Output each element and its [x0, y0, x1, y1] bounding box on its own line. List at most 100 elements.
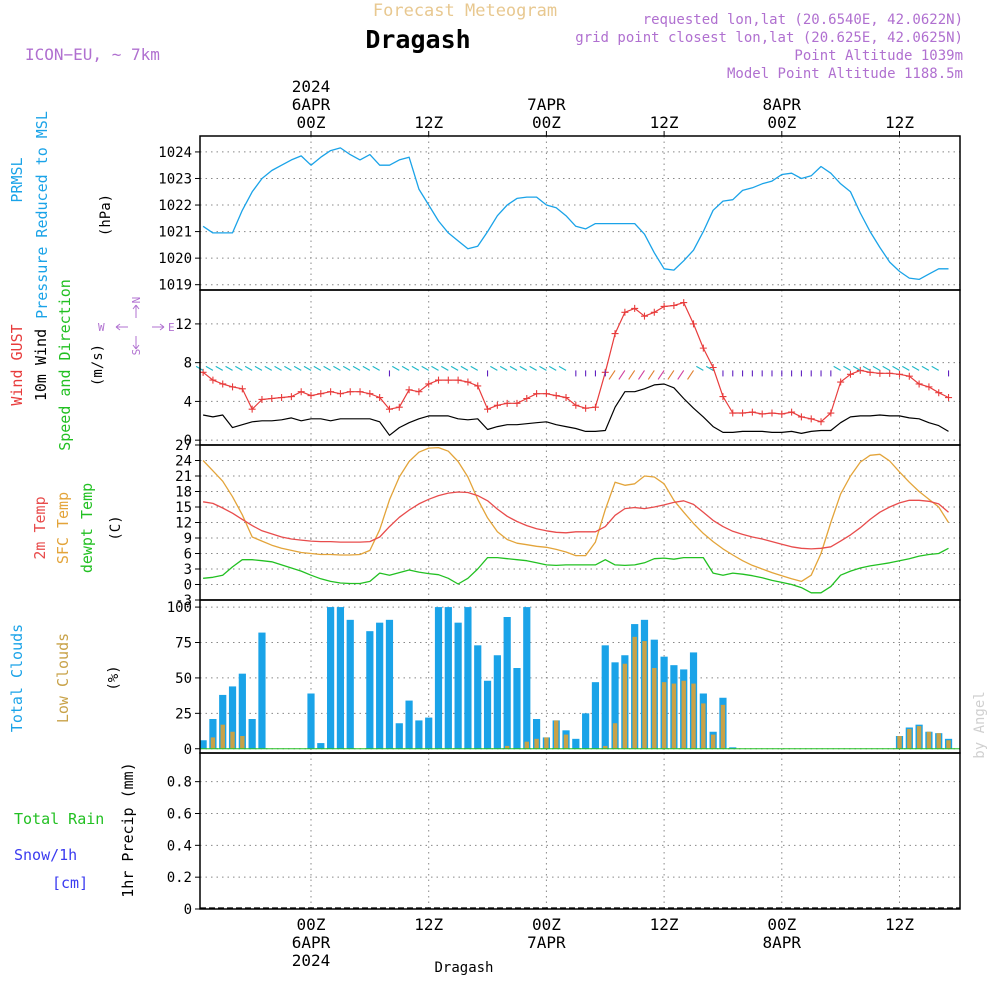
wind-gust-marker: [219, 380, 227, 388]
total-cloud-bar: [248, 719, 256, 749]
wind-gust-marker: [690, 320, 698, 328]
low-cloud-bar: [916, 726, 922, 749]
wind-gust-marker: [278, 394, 286, 402]
wind-gust-marker: [307, 392, 315, 400]
wind-gust-marker: [650, 308, 658, 316]
point-altitude: Point Altitude 1039m: [794, 48, 963, 64]
wind-gust-marker: [484, 405, 492, 413]
total-cloud-bar: [317, 743, 325, 749]
pressure-line: [202, 147, 949, 281]
pressure-ytick-label: 1021: [158, 225, 192, 241]
wind-gust-marker: [317, 390, 325, 398]
wind-direction-arrow: [235, 365, 243, 371]
credit-label: by Angel: [972, 691, 988, 758]
low-cloud-bar: [701, 703, 706, 749]
wind-direction-arrow: [705, 365, 714, 371]
wind-gust-marker: [680, 299, 688, 307]
low-cloud-bar: [210, 737, 216, 749]
requested-coordinates: requested lon,lat (20.6540E, 42.0622N): [643, 12, 963, 28]
compass-e: E: [168, 321, 175, 334]
wind-direction-arrow: [647, 370, 655, 380]
wind-direction-arrow: [628, 370, 636, 380]
wind-gust-marker: [425, 380, 433, 388]
total-cloud-bar: [454, 622, 462, 749]
wind-direction-arrow: [421, 365, 429, 371]
low-cloud-bar: [671, 683, 677, 749]
bottom-axis-line2: 7APR: [527, 933, 566, 952]
wind-direction-arrow: [677, 370, 685, 380]
total-cloud-bar: [513, 668, 521, 749]
wind-gust-marker: [533, 390, 541, 398]
low-cloud-bar: [642, 641, 647, 749]
dewpoint-line: [203, 547, 949, 594]
bottom-axis-line3: 2024: [292, 951, 331, 970]
precip-ytick-label: 0.8: [167, 775, 192, 791]
wind-direction-arrow: [519, 365, 528, 371]
total-cloud-bar: [493, 655, 501, 749]
wind-gust-marker: [287, 393, 295, 401]
low-cloud-bar: [603, 745, 608, 749]
wind-direction-arrow: [499, 365, 508, 371]
wind-direction-arrow: [450, 365, 459, 371]
temp-label-dewpt: dewpt Temp: [78, 483, 96, 573]
wind-gust-marker: [523, 395, 531, 402]
wind-ytick-label: 0: [184, 433, 192, 449]
precip-ytick-label: 0.6: [167, 806, 192, 822]
wind-gust-marker: [837, 378, 845, 386]
wind-gust-marker: [493, 401, 501, 409]
total-cloud-bar: [523, 607, 531, 749]
wind-gust-marker: [896, 370, 903, 378]
wind-direction-arrow: [931, 365, 940, 371]
top-axis-line2: 6APR: [292, 95, 331, 114]
wind-direction-arrow: [411, 365, 420, 371]
top-axis-line2: 7APR: [527, 95, 566, 114]
clouds-ytick-label: 0: [184, 742, 192, 758]
pressure-label-1: PRMSL: [8, 157, 26, 202]
low-cloud-bar: [946, 740, 951, 749]
total-cloud-bar: [336, 607, 345, 749]
total-cloud-bar: [228, 686, 237, 749]
top-axis-line2: 8APR: [763, 95, 802, 114]
low-cloud-bar: [240, 736, 245, 749]
bottom-axis-line1: 00Z: [767, 915, 796, 934]
total-cloud-bar: [219, 694, 227, 749]
wind-gust-marker: [905, 372, 913, 380]
total-cloud-bar: [483, 680, 492, 749]
low-cloud-bar: [681, 680, 686, 749]
temp-2m-line: [202, 491, 949, 550]
wind-direction-arrow: [921, 365, 930, 371]
wind-gust-marker: [444, 376, 452, 384]
total-cloud-bar: [405, 700, 413, 749]
wind-gust-marker: [719, 393, 727, 401]
total-cloud-bar: [611, 662, 619, 749]
low-cloud-bar: [563, 734, 569, 749]
wind-direction-arrow: [687, 370, 694, 380]
total-cloud-bar: [238, 673, 246, 749]
wind-direction-arrow: [470, 365, 479, 371]
temp-label-sfc: SFC Temp: [54, 492, 72, 564]
top-axis-line3: 00Z: [767, 113, 796, 132]
wind-gust-marker: [788, 408, 796, 416]
temperature-ytick-label: 3: [184, 562, 192, 578]
wind-gust-marker: [238, 385, 246, 393]
wind-direction-arrow: [392, 365, 400, 371]
wind-direction-arrow: [333, 365, 341, 371]
total-cloud-bar: [346, 619, 354, 749]
temperature-ytick-label: 18: [175, 485, 192, 501]
wind-direction-arrow: [548, 365, 557, 371]
low-cloud-bar: [720, 704, 726, 749]
temperature-ytick-label: 21: [175, 469, 192, 485]
clouds-label-low: Low Clouds: [54, 633, 72, 723]
total-cloud-bar: [385, 619, 394, 749]
wind-gust-marker: [739, 409, 747, 417]
pressure-frame: [199, 135, 961, 291]
clouds-ytick-label: 75: [175, 636, 192, 652]
wind-direction-arrow: [490, 365, 498, 371]
wind-gust-marker: [621, 308, 629, 316]
wind-gust-marker: [758, 410, 766, 418]
clouds-unit: (%): [106, 665, 122, 690]
wind-direction-arrow: [843, 365, 851, 371]
wind-direction-arrow: [293, 365, 302, 371]
bottom-axis-line1: 12Z: [650, 915, 679, 934]
wind-direction-arrow: [862, 365, 871, 371]
